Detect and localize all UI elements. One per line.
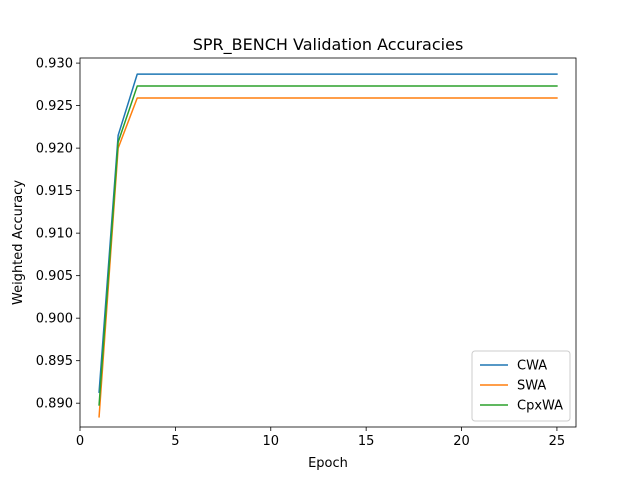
- series-lines: [98, 73, 558, 418]
- series-line-cpxwa: [98, 85, 558, 406]
- legend-box: [471, 350, 571, 422]
- series-line-cwa: [98, 73, 558, 393]
- y-tick-label: 0.890: [36, 397, 73, 412]
- legend: CWA SWA CpxWA: [471, 350, 571, 422]
- x-axis-label: Epoch: [308, 456, 348, 471]
- x-tick-label: 10: [262, 434, 279, 449]
- x-tick-label: 15: [358, 434, 375, 449]
- y-tick-label: 0.905: [36, 269, 73, 284]
- series-line-swa: [98, 97, 558, 418]
- legend-label: CpxWA: [517, 399, 563, 414]
- x-axis-ticks: 0 5 10 15 20 25: [76, 427, 565, 449]
- axes-frame: [79, 57, 577, 428]
- x-tick-label: 20: [453, 434, 470, 449]
- y-tick-label: 0.925: [36, 99, 73, 114]
- y-tick-label: 0.930: [36, 57, 73, 72]
- legend-label: SWA: [517, 379, 546, 394]
- y-tick-label: 0.910: [36, 227, 73, 242]
- x-tick-label: 25: [549, 434, 566, 449]
- y-axis-ticks: 0.890 0.895 0.900 0.905 0.910 0.915 0.920 0.925…: [36, 57, 80, 412]
- y-tick-label: 0.920: [36, 142, 73, 157]
- x-tick-label: 0: [76, 434, 84, 449]
- x-tick-label: 5: [171, 434, 179, 449]
- y-tick-label: 0.915: [36, 184, 73, 199]
- legend-label: CWA: [517, 359, 547, 374]
- y-tick-label: 0.900: [36, 312, 73, 327]
- chart-title: SPR_BENCH Validation Accuracies: [193, 35, 464, 55]
- y-axis-label: Weighted Accuracy: [11, 180, 26, 305]
- y-tick-label: 0.895: [36, 354, 73, 369]
